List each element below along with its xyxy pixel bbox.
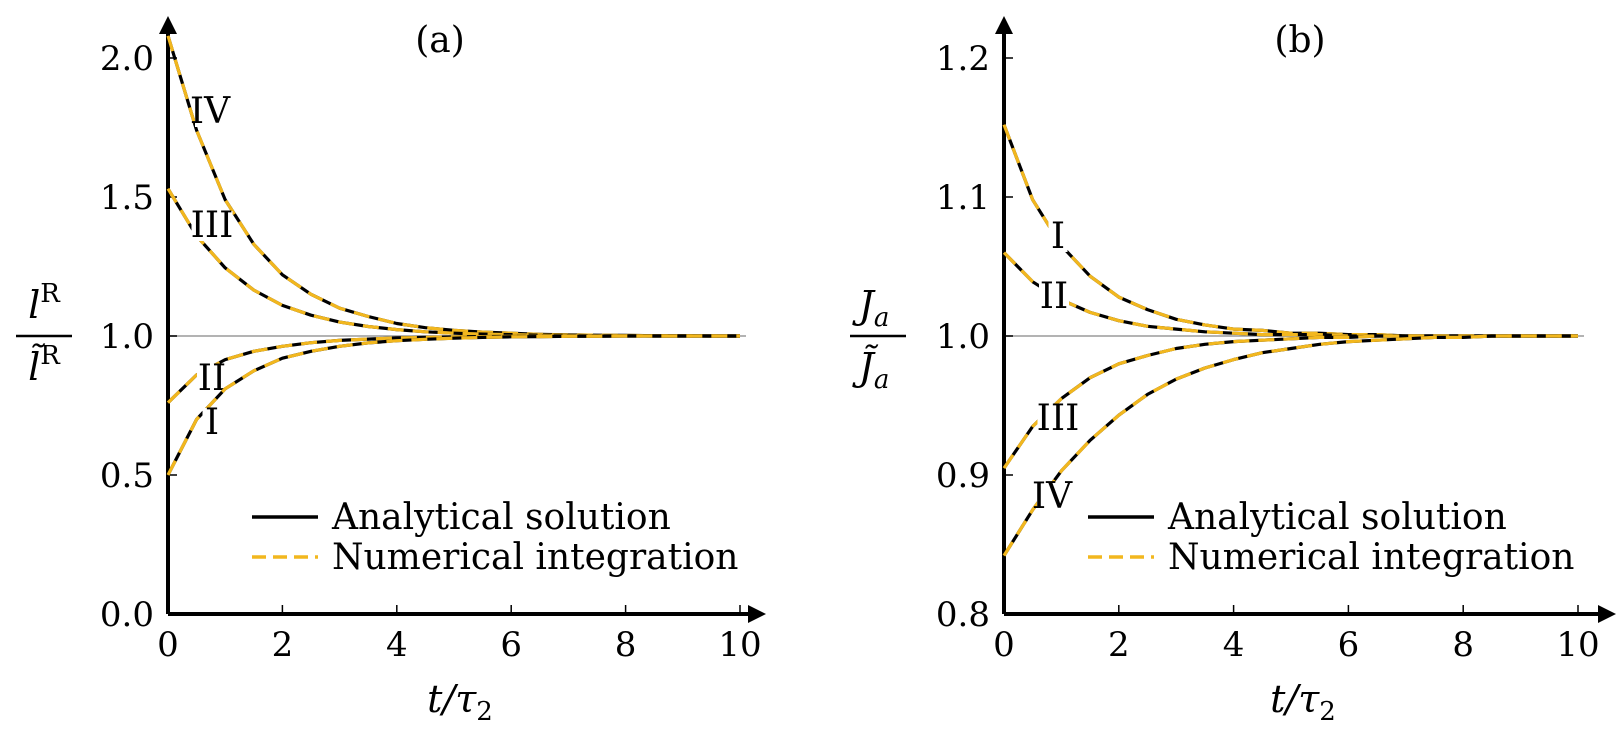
curve-label-bg [1039, 282, 1069, 312]
analytical-series-III [166, 187, 740, 338]
y-tick-label: 0.5 [100, 456, 154, 496]
x-tick-label: 10 [718, 625, 761, 665]
analytical-series-II [1002, 251, 1578, 338]
x-tick-label: 4 [386, 625, 408, 665]
analytical-series-I [1002, 124, 1578, 338]
numerical-series-IV [166, 35, 740, 338]
x-tick-label: 0 [157, 625, 179, 665]
y-tick-label: 0.8 [936, 595, 990, 635]
x-axis-label: t/τ2 [1270, 677, 1336, 727]
y-tick-label: 1.1 [936, 178, 990, 218]
x-tick-label: 6 [1338, 625, 1360, 665]
x-axis-arrow [748, 605, 766, 623]
curve-label-bg [202, 408, 222, 438]
x-tick-label: 2 [272, 625, 294, 665]
legend-analytical-label: Analytical solution [331, 497, 671, 538]
x-axis-label: t/τ2 [427, 677, 493, 727]
y-tick-label: 0.0 [100, 595, 154, 635]
curve-label-bg [1037, 482, 1067, 512]
x-tick-label: 4 [1223, 625, 1245, 665]
curve-label-bg [1037, 404, 1079, 434]
y-tick-label: 1.0 [100, 317, 154, 357]
y-axis-label: lR l̃R [16, 279, 72, 389]
curve-label: I [205, 402, 219, 443]
x-tick-label: 2 [1108, 625, 1130, 665]
curve-label: IV [1032, 476, 1073, 517]
curve-label-bg [197, 364, 227, 394]
y-axis-arrow [159, 16, 177, 34]
numerical-series-I [1002, 124, 1578, 338]
svg-text:J̃a: J̃a [852, 345, 890, 395]
analytical-series-I [166, 334, 740, 476]
panel-title: (b) [1274, 20, 1325, 61]
x-tick-label: 0 [993, 625, 1015, 665]
x-tick-label: 8 [615, 625, 637, 665]
numerical-series-III [1002, 334, 1578, 470]
y-axis-label: Ja J̃a [850, 283, 906, 395]
curve-label-bg [191, 211, 233, 241]
curve-label: IV [190, 91, 231, 132]
y-tick-label: 2.0 [100, 39, 154, 79]
legend-numerical-label: Numerical integration [332, 537, 738, 578]
svg-text:Ja: Ja [852, 283, 890, 333]
x-tick-label: 10 [1556, 625, 1599, 665]
y-tick-label: 1.0 [936, 317, 990, 357]
legend-analytical-label: Analytical solution [1167, 497, 1507, 538]
numerical-series-IV [1002, 334, 1578, 557]
numerical-series-II [1002, 251, 1578, 338]
y-tick-label: 1.5 [100, 178, 154, 218]
numerical-series-III [166, 187, 740, 338]
x-tick-label: 8 [1452, 625, 1474, 665]
panel-title: (a) [415, 20, 465, 61]
legend-numerical-label: Numerical integration [1168, 537, 1574, 578]
x-tick-label: 6 [500, 625, 522, 665]
svg-text:l̃R: l̃R [28, 341, 61, 389]
curve-label-bg [195, 97, 225, 127]
numerical-series-I [166, 334, 740, 476]
panel-b: (b)0 2 4 6 8 100.80.91.01.11.2t/τ2JaJ̃aIIIIII… [850, 16, 1616, 727]
y-tick-label: 0.9 [936, 456, 990, 496]
svg-text:lR: lR [28, 279, 61, 327]
curve-label: III [1037, 398, 1080, 439]
curve-label: II [1040, 276, 1068, 317]
y-axis-arrow [995, 16, 1013, 34]
curve-label: III [191, 205, 234, 246]
y-tick-label: 1.2 [936, 39, 990, 79]
curve-label: I [1051, 216, 1065, 257]
x-axis-arrow [1598, 605, 1616, 623]
panel-a: (a)0 2 4 6 8 100.00.51.01.52.0t/τ2lRl̃RIVIIII… [16, 16, 766, 727]
curve-label-bg [1048, 222, 1068, 252]
analytical-series-III [1002, 334, 1578, 470]
